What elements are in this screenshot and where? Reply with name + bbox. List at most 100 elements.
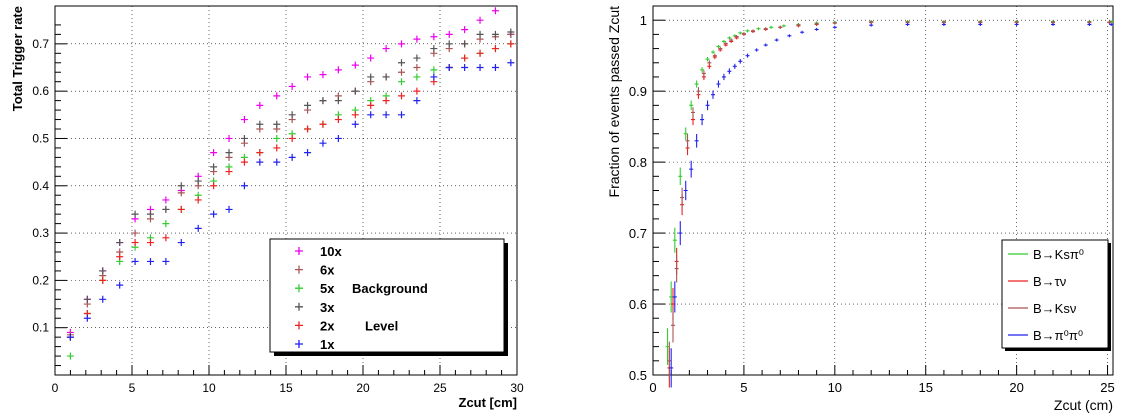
legend-label: 3x xyxy=(320,300,335,315)
legend-annotation: Level xyxy=(365,318,398,333)
data-point-3 xyxy=(700,113,705,126)
data-point-0 xyxy=(769,25,774,29)
data-point-5x xyxy=(273,134,281,142)
data-point-2 xyxy=(832,21,837,25)
data-point-0 xyxy=(738,31,743,35)
x-tick-label: 30 xyxy=(510,381,524,395)
data-point-2x xyxy=(367,101,375,109)
data-point-10x xyxy=(413,35,421,43)
y-axis-title: Fraction of events passed Zcut xyxy=(606,6,622,198)
data-point-2x xyxy=(210,182,218,190)
data-point-1x xyxy=(351,120,359,128)
data-point-6x xyxy=(177,189,185,197)
data-point-0 xyxy=(781,24,786,28)
data-point-3 xyxy=(774,38,779,42)
data-point-2 xyxy=(691,107,695,118)
data-point-2 xyxy=(680,187,685,208)
legend-marker xyxy=(295,265,303,274)
data-point-5x xyxy=(162,220,170,228)
data-point-3x xyxy=(507,28,515,36)
data-point-2 xyxy=(718,46,723,51)
data-point-5x xyxy=(66,352,74,360)
data-point-2 xyxy=(1107,20,1112,24)
data-point-2x xyxy=(507,40,515,48)
data-point-2 xyxy=(763,27,768,31)
legend-annotation: Background xyxy=(352,281,428,296)
data-point-3 xyxy=(941,22,946,26)
legend-marker xyxy=(295,247,303,255)
data-point-2x xyxy=(413,87,421,95)
y-tick-label: 0.6 xyxy=(629,297,647,312)
data-point-3 xyxy=(672,281,677,313)
data-point-2x xyxy=(491,45,499,53)
data-point-3 xyxy=(689,160,694,178)
data-point-1x xyxy=(162,257,170,265)
data-point-3 xyxy=(711,90,715,99)
data-point-2x xyxy=(461,54,469,62)
data-point-3x xyxy=(131,210,139,218)
data-point-10x xyxy=(288,82,296,90)
data-point-10x xyxy=(240,116,248,124)
data-point-2 xyxy=(734,35,739,39)
data-point-2 xyxy=(685,134,690,148)
data-point-3 xyxy=(727,68,732,75)
data-point-2x xyxy=(194,196,202,204)
data-point-2x xyxy=(334,116,342,124)
x-tick-label: 5 xyxy=(740,380,747,395)
data-point-2x xyxy=(225,168,233,176)
data-point-1x xyxy=(445,64,453,71)
legend-marker xyxy=(295,340,303,348)
data-point-5x xyxy=(398,78,405,86)
data-point-2x xyxy=(273,144,281,152)
data-point-2x xyxy=(351,111,359,119)
data-point-1x xyxy=(430,73,438,81)
data-point-10x xyxy=(273,92,281,100)
data-point-2x xyxy=(319,120,327,128)
legend-marker xyxy=(295,302,303,311)
data-point-6x xyxy=(398,68,405,76)
data-point-2x xyxy=(398,92,405,100)
data-point-3 xyxy=(705,100,710,111)
legend-marker xyxy=(295,321,303,330)
x-tick-label: 20 xyxy=(356,381,370,395)
y-tick-label: 0.5 xyxy=(629,368,647,383)
data-point-1x xyxy=(146,257,154,265)
data-point-3 xyxy=(738,59,743,64)
data-point-1x xyxy=(83,314,91,322)
data-point-0 xyxy=(711,50,715,54)
data-point-3x xyxy=(334,97,342,105)
data-point-3 xyxy=(745,53,750,58)
data-point-3x xyxy=(273,120,281,128)
data-point-10x xyxy=(225,134,233,142)
y-tick-label: 0.7 xyxy=(629,226,647,241)
data-point-0 xyxy=(678,167,683,186)
data-point-3x xyxy=(162,205,170,213)
data-point-2 xyxy=(674,254,679,283)
data-point-2x xyxy=(146,239,154,247)
data-point-3x xyxy=(240,134,248,142)
data-point-1x xyxy=(240,182,248,190)
data-point-1x xyxy=(288,153,296,161)
legend-box xyxy=(1001,239,1109,349)
data-point-3x xyxy=(83,295,91,303)
data-point-10x xyxy=(304,73,312,81)
data-point-1x xyxy=(116,281,124,289)
data-point-3x xyxy=(304,101,312,109)
legend-box xyxy=(269,238,505,353)
y-tick-label: 0.5 xyxy=(32,131,49,145)
legend-label: 5x xyxy=(320,281,335,296)
data-point-1x xyxy=(273,158,281,166)
data-point-3 xyxy=(716,80,721,88)
data-point-3 xyxy=(1051,22,1055,26)
data-point-2 xyxy=(671,308,675,343)
data-point-3 xyxy=(763,43,768,47)
y-tick-label: 0.9 xyxy=(629,84,647,99)
data-point-3 xyxy=(800,30,805,34)
data-point-3 xyxy=(832,25,837,29)
data-point-2 xyxy=(869,20,874,24)
data-point-3 xyxy=(814,27,819,31)
data-point-10x xyxy=(445,30,453,38)
data-point-1x xyxy=(99,295,107,303)
data-point-10x xyxy=(367,54,375,62)
data-point-2x xyxy=(304,125,312,133)
